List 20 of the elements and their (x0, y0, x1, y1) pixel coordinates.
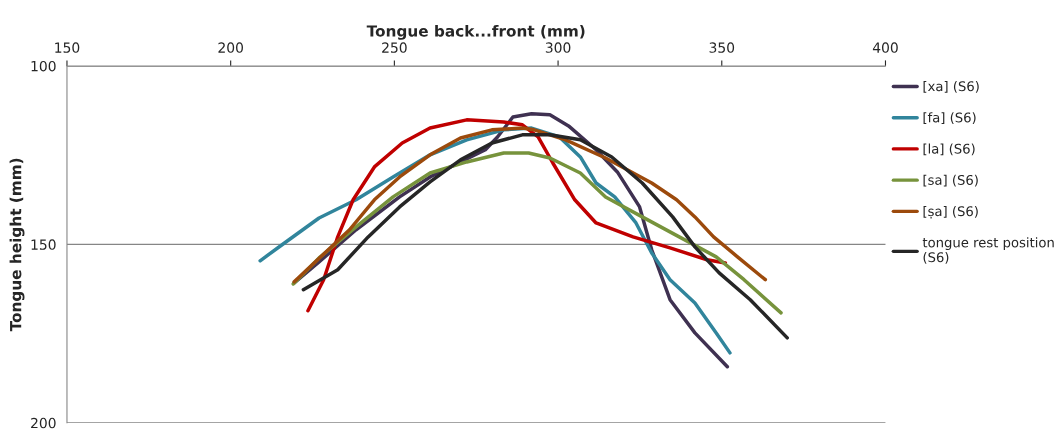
x-axis-title: Tongue back...front (mm) (366, 24, 585, 40)
line-series (292, 126, 768, 284)
legend-label: [la] (S6) (923, 143, 975, 156)
x-tick-label: 300 (545, 42, 571, 53)
y-tick-label: 100 (31, 60, 56, 72)
x-tick-label: 400 (872, 42, 898, 53)
x-tick-label: 350 (709, 42, 735, 53)
y-axis-title: Tongue height (mm) (9, 158, 25, 332)
x-tick-label: 250 (382, 42, 407, 53)
legend-label: [sa] (S6) (923, 174, 978, 187)
y-tick-label: 150 (31, 239, 56, 250)
line-series (301, 133, 789, 340)
line-series (306, 118, 728, 313)
x-tick-label: 200 (218, 42, 243, 53)
legend-label: [ṣa] (S6) (923, 205, 978, 219)
y-tick-label: 200 (31, 417, 56, 429)
legend-label: [xa] (S6) (923, 81, 979, 93)
x-tick-label: 150 (55, 42, 80, 53)
legend-label: tongue rest position (S6) (922, 237, 1054, 264)
legend-label: [fa] (S6) (923, 112, 976, 124)
